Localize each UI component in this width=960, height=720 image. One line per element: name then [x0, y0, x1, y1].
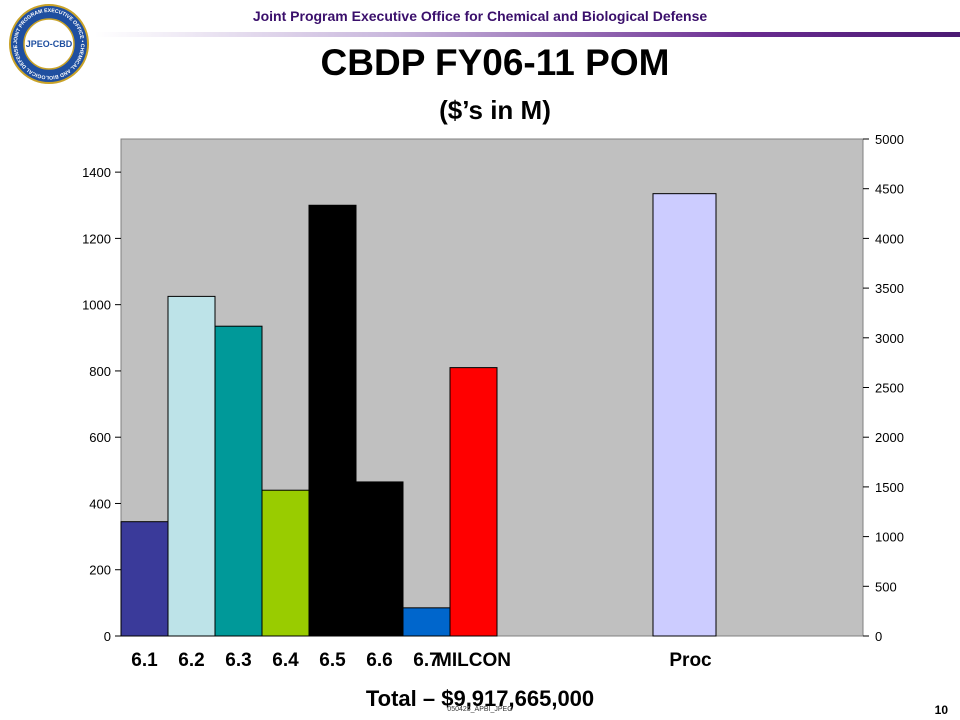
bar-6-5	[308, 204, 357, 637]
chart-title: CBDP FY06-11 POM	[320, 42, 670, 83]
secondary-tick-label: 1500	[875, 480, 904, 495]
bar-6-1	[120, 521, 169, 637]
primary-tick-label: 0	[104, 629, 111, 644]
category-label: 6.3	[225, 650, 251, 671]
category-label: 6.6	[366, 650, 392, 671]
secondary-tick-label: 1000	[875, 530, 904, 545]
secondary-tick-label: 2500	[875, 381, 904, 396]
chart-subtitle: ($’s in M)	[439, 95, 551, 125]
secondary-tick-label: 3000	[875, 331, 904, 346]
organization-header: Joint Program Executive Office for Chemi…	[252, 8, 708, 24]
secondary-tick-label: 4000	[875, 231, 904, 246]
primary-tick-label: 1000	[82, 298, 111, 313]
secondary-tick-label: 0	[875, 629, 882, 644]
category-label: 6.1	[131, 650, 158, 671]
category-label: MILCON	[436, 650, 511, 671]
primary-tick-label: 1200	[82, 231, 111, 246]
secondary-tick-label: 4500	[875, 182, 904, 197]
secondary-tick-label: 2000	[875, 430, 904, 445]
primary-tick-label: 800	[89, 364, 111, 379]
bar-6-4	[261, 489, 310, 637]
category-label: 6.4	[272, 650, 299, 671]
secondary-tick-label: 3500	[875, 281, 904, 296]
footer-document-id: 050425_APBI_JPEO	[447, 706, 513, 713]
bar-6-3	[214, 325, 263, 637]
bar-proc	[652, 193, 717, 637]
total-footnote: Total – $9,917,665,000	[365, 686, 595, 711]
primary-tick-label: 1400	[82, 165, 111, 180]
category-label: Proc	[669, 650, 712, 671]
bar-6-2	[167, 295, 216, 637]
bar-milcon	[449, 367, 498, 637]
bar-6-6	[355, 481, 404, 637]
primary-tick-label: 200	[89, 563, 111, 578]
header-divider	[95, 32, 960, 37]
category-label: 6.2	[178, 650, 204, 671]
jpeo-cbd-logo: JOINT PROGRAM EXECUTIVE OFFICE • CHEMICA…	[8, 3, 89, 84]
secondary-tick-label: 5000	[875, 132, 904, 147]
primary-tick-label: 400	[89, 496, 111, 511]
svg-text:JPEO-CBD: JPEO-CBD	[26, 39, 73, 49]
bar-6-7	[402, 607, 451, 637]
page-number: 10	[934, 703, 948, 717]
category-label: 6.5	[319, 650, 346, 671]
secondary-tick-label: 500	[875, 579, 897, 594]
primary-tick-label: 600	[89, 430, 111, 445]
category-label: 6.7	[413, 650, 439, 671]
